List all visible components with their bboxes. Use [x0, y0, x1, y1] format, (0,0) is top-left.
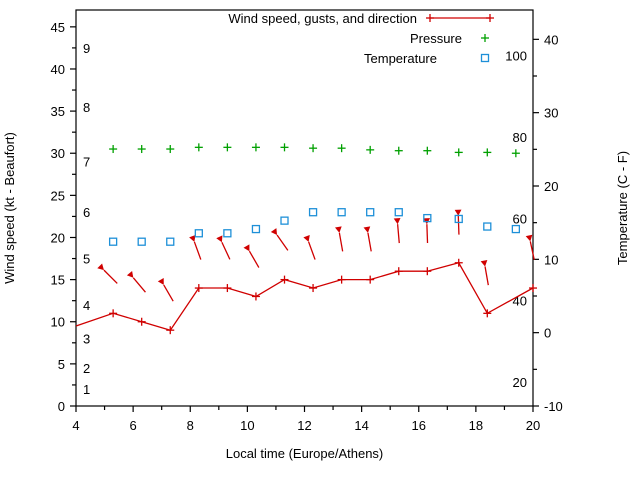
- wind-direction-arrowhead: [334, 226, 342, 233]
- beaufort-label: 9: [83, 41, 90, 56]
- beaufort-label: 2: [83, 361, 90, 376]
- y-left-tick-label: 15: [51, 273, 65, 288]
- y-left-tick-label: 20: [51, 230, 65, 245]
- temperature-marker: [223, 229, 232, 238]
- y-left-tick-label: 45: [51, 20, 65, 35]
- fahrenheit-label: 100: [505, 48, 527, 63]
- x-tick-label: 14: [354, 418, 368, 433]
- y-right-tick-label: 20: [544, 179, 558, 194]
- temperature-marker: [511, 224, 521, 234]
- x-tick-label: 20: [526, 418, 540, 433]
- temperature-marker: [394, 208, 403, 217]
- y-left-tick-label: 30: [51, 146, 65, 161]
- x-tick-label: 18: [469, 418, 483, 433]
- wind-direction-arrow: [308, 241, 316, 260]
- y-right-tick-label: -10: [544, 399, 563, 414]
- x-tick-label: 4: [72, 418, 79, 433]
- temperature-marker: [108, 237, 118, 246]
- temperature-marker: [454, 214, 463, 224]
- x-tick-label: 8: [187, 418, 194, 433]
- wind-direction-arrow: [338, 232, 344, 252]
- wind-direction-arrow: [221, 241, 231, 260]
- wind-direction-arrowhead: [97, 263, 104, 271]
- beaufort-label: 1: [83, 382, 90, 397]
- y-right-axis-title: Temperature (C - F): [615, 151, 630, 265]
- wind-direction-arrow: [457, 215, 460, 235]
- plot-frame: [75, 9, 534, 407]
- fahrenheit-label: 20: [513, 375, 527, 390]
- x-tick-label: 6: [130, 418, 137, 433]
- wind-direction-arrow: [132, 277, 146, 293]
- fahrenheit-label: 80: [513, 130, 527, 145]
- y-left-tick-label: 0: [58, 399, 65, 414]
- y-right-tick-label: 30: [544, 106, 558, 121]
- wind-direction-arrowhead: [363, 226, 371, 233]
- beaufort-label: 6: [83, 205, 90, 220]
- wind-direction-arrowhead: [126, 271, 134, 278]
- wind-direction-arrow: [193, 241, 202, 260]
- wind-direction-arrowhead: [393, 217, 401, 225]
- beaufort-label: 4: [83, 298, 90, 313]
- y-right-tick-label: 40: [544, 32, 558, 47]
- wind-direction-arrowhead: [480, 260, 488, 267]
- wind-direction-arrowhead: [525, 234, 533, 242]
- beaufort-label: 7: [83, 155, 90, 170]
- wind-direction-arrow: [248, 250, 260, 268]
- temperature-marker: [308, 208, 318, 217]
- wind-direction-arrow: [484, 266, 489, 286]
- x-axis-title: Local time (Europe/Athens): [226, 446, 384, 461]
- temperature-marker: [166, 237, 175, 246]
- temperature-marker: [251, 224, 261, 234]
- y-right-tick-label: 0: [544, 326, 551, 341]
- wind-direction-arrowhead: [243, 244, 250, 252]
- beaufort-label: 3: [83, 332, 90, 347]
- wind-direction-arrow: [103, 269, 118, 284]
- temperature-marker: [137, 237, 146, 246]
- wind-direction-arrowhead: [189, 235, 196, 242]
- x-tick-label: 16: [412, 418, 426, 433]
- wind-direction-arrowhead: [216, 235, 223, 243]
- y-left-axis-title: Wind speed (kt - Beaufort): [2, 132, 17, 284]
- wind-direction-arrow: [396, 224, 400, 244]
- wind-speed-line: [75, 262, 534, 331]
- fahrenheit-label: 60: [513, 211, 527, 226]
- temperature-marker: [280, 216, 289, 225]
- wind-direction-arrowhead: [454, 209, 462, 216]
- wind-direction-arrowhead: [270, 228, 278, 235]
- y-left-tick-label: 5: [58, 357, 65, 372]
- x-tick-label: 12: [297, 418, 311, 433]
- temperature-marker: [423, 213, 432, 223]
- legend-label-0: Wind speed, gusts, and direction: [228, 11, 417, 26]
- y-left-tick-label: 25: [51, 188, 65, 203]
- temperature-marker: [366, 208, 375, 217]
- beaufort-label: 5: [83, 252, 90, 267]
- beaufort-label: 8: [83, 100, 90, 115]
- wind-direction-arrow: [367, 232, 372, 252]
- temperature-marker: [194, 229, 203, 238]
- wind-direction-arrow: [276, 234, 289, 251]
- legend-temperature-marker: [480, 53, 490, 63]
- y-left-tick-label: 10: [51, 315, 65, 330]
- wind-direction-arrow: [426, 224, 429, 244]
- y-left-tick-label: 35: [51, 104, 65, 119]
- temperature-marker: [483, 222, 492, 231]
- legend-label-2: Temperature: [364, 51, 437, 66]
- wind-direction-arrow: [163, 284, 174, 302]
- y-right-tick-label: 10: [544, 252, 558, 267]
- x-tick-label: 10: [240, 418, 254, 433]
- temperature-marker: [337, 208, 346, 217]
- legend-label-1: Pressure: [410, 31, 462, 46]
- wind-direction-arrow: [529, 241, 535, 260]
- wind-direction-arrowhead: [303, 235, 310, 242]
- y-left-tick-label: 40: [51, 62, 65, 77]
- wind-direction-arrowhead: [157, 278, 164, 285]
